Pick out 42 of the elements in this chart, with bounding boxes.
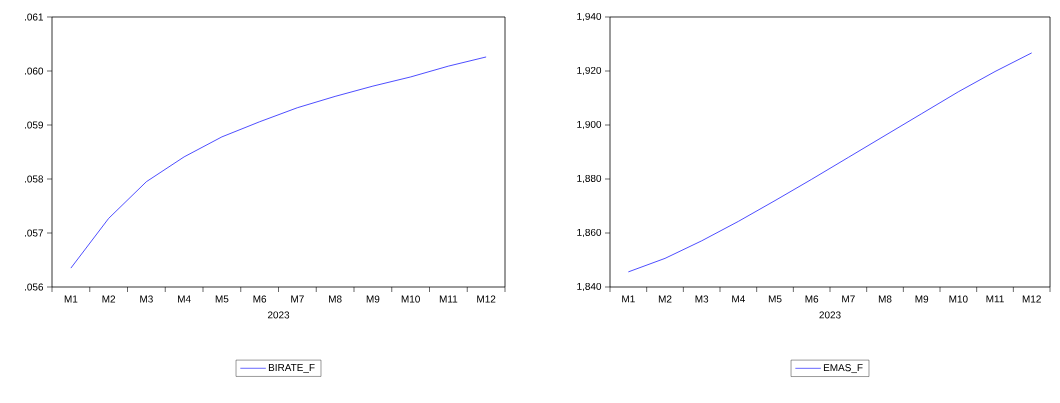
x-tick-label: M10 — [949, 295, 968, 303]
x-tick-label: M8 — [329, 295, 342, 303]
y-tick-label: .059 — [25, 121, 44, 129]
y-tick-label: .060 — [25, 67, 44, 75]
y-tick-label: .058 — [25, 175, 44, 183]
x-tick-label: M1 — [64, 295, 78, 303]
y-tick-label: 1,900 — [577, 120, 602, 130]
x-tick-label: M7 — [842, 295, 855, 303]
x-tick-label: M6 — [805, 295, 819, 303]
x-tick-label: M11 — [439, 295, 458, 303]
x-tick-label: M3 — [140, 295, 153, 303]
x-tick-label: M4 — [732, 295, 745, 303]
y-tick-label: .057 — [25, 229, 43, 237]
x-tick-label: M2 — [658, 295, 672, 303]
x-tick-label: M11 — [986, 295, 1004, 303]
x-tick-label: M5 — [768, 295, 782, 303]
x-tick-label: M6 — [253, 295, 267, 303]
y-tick-label: 1,860 — [577, 228, 602, 238]
x-tick-label: M8 — [878, 295, 892, 303]
x-tick-label: M3 — [695, 295, 709, 303]
line-series — [70, 56, 487, 269]
x-axis-title: 2023 — [819, 311, 841, 319]
x-tick-label: M5 — [215, 295, 229, 303]
x-tick-label: M7 — [291, 295, 304, 303]
y-tick-label: 1,880 — [577, 174, 602, 184]
x-tick-label: M9 — [366, 295, 380, 303]
x-tick-label: M12 — [1022, 295, 1041, 303]
x-tick-label: M2 — [102, 295, 116, 303]
y-tick-label: .056 — [25, 283, 44, 291]
x-tick-label: M12 — [477, 295, 496, 303]
x-tick-label: M10 — [401, 295, 420, 303]
y-tick-label: 1,940 — [577, 12, 602, 22]
y-tick-label: .061 — [25, 13, 43, 21]
legend-label: BIRATE_F — [268, 364, 315, 373]
x-axis-title: 2023 — [267, 311, 290, 319]
legend-label: EMAS_F — [823, 364, 863, 374]
line-series — [627, 52, 1033, 273]
x-tick-label: M4 — [178, 295, 191, 303]
y-tick-label: 1,920 — [577, 66, 602, 76]
x-tick-label: M1 — [622, 295, 635, 303]
x-tick-label: M9 — [915, 295, 929, 303]
y-tick-label: 1,840 — [577, 282, 602, 292]
